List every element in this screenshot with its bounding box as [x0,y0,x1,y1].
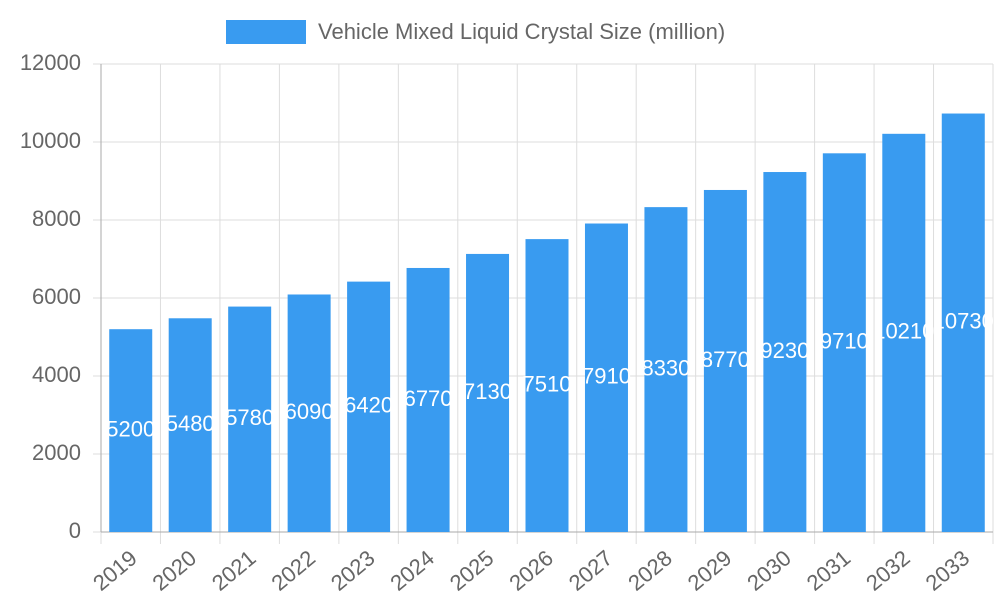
x-tick-label: 2026 [504,545,558,596]
legend-swatch [226,20,306,44]
bar [644,207,688,532]
value-label: 7510 [523,371,572,396]
bar [406,267,450,532]
y-tick-label: 6000 [32,284,81,309]
value-label: 6770 [404,386,453,411]
x-tick-label: 2023 [326,545,380,596]
y-tick-label: 4000 [32,362,81,387]
y-tick-label: 2000 [32,440,81,465]
bar [822,153,866,532]
x-tick-label: 2032 [861,545,915,596]
bar [763,172,807,532]
value-label: 5200 [106,416,155,441]
x-tick-label: 2027 [564,545,618,596]
y-tick-label: 12000 [20,50,81,75]
x-tick-label: 2033 [921,545,975,596]
bar [228,306,272,532]
value-label: 8770 [701,347,750,372]
y-tick-label: 10000 [20,128,81,153]
bar [168,318,212,532]
value-label: 8330 [641,355,690,380]
value-label: 6090 [285,399,334,424]
x-tick-label: 2028 [623,545,677,596]
x-tick-label: 2030 [742,545,796,596]
x-tick-label: 2021 [207,545,261,596]
bar [703,189,747,532]
y-tick-label: 8000 [32,206,81,231]
value-label: 5480 [166,411,215,436]
bar [347,281,391,532]
value-label: 9230 [760,338,809,363]
value-label: 9710 [820,328,869,353]
value-label: 7130 [463,379,512,404]
bar [109,329,153,532]
bar [287,294,331,532]
value-label: 6420 [344,393,393,418]
x-tick-label: 2024 [385,545,439,596]
x-tick-label: 2019 [88,545,142,596]
value-label: 10210 [873,319,934,344]
x-tick-label: 2020 [148,545,202,596]
bar [941,113,985,532]
bar [584,223,628,532]
value-label: 5780 [225,405,274,430]
x-tick-label: 2031 [802,545,856,596]
value-label: 10730 [933,309,994,334]
bar [882,133,926,532]
y-tick-label: 0 [69,518,81,543]
bar [525,239,569,533]
x-tick-label: 2022 [267,545,321,596]
bar [466,253,510,532]
legend-label: Vehicle Mixed Liquid Crystal Size (milli… [318,19,725,44]
value-label: 7910 [582,364,631,389]
x-tick-label: 2025 [445,545,499,596]
x-tick-label: 2029 [683,545,737,596]
